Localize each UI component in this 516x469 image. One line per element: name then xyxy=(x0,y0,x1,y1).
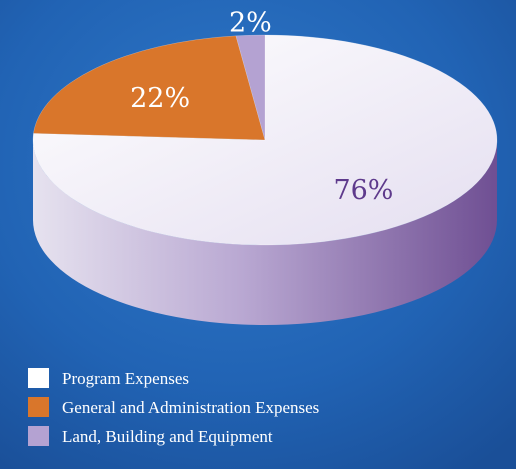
legend-label: Program Expenses xyxy=(62,369,189,388)
legend-label: General and Administration Expenses xyxy=(62,398,319,417)
pie: 76% 22% 2% xyxy=(32,8,498,325)
legend-swatch xyxy=(28,368,49,388)
pie-side xyxy=(33,140,497,325)
pie-label: 22% xyxy=(130,83,190,114)
pie-slice xyxy=(32,34,498,246)
pie-label: 2% xyxy=(229,8,272,39)
legend-swatch xyxy=(28,426,49,446)
pie-slice xyxy=(33,35,266,141)
pie-slice xyxy=(235,34,266,141)
legend: Program Expenses General and Administrati… xyxy=(28,368,319,446)
legend-label: Land, Building and Equipment xyxy=(62,427,273,446)
pie-label: 76% xyxy=(333,175,393,206)
legend-swatch xyxy=(28,397,49,417)
